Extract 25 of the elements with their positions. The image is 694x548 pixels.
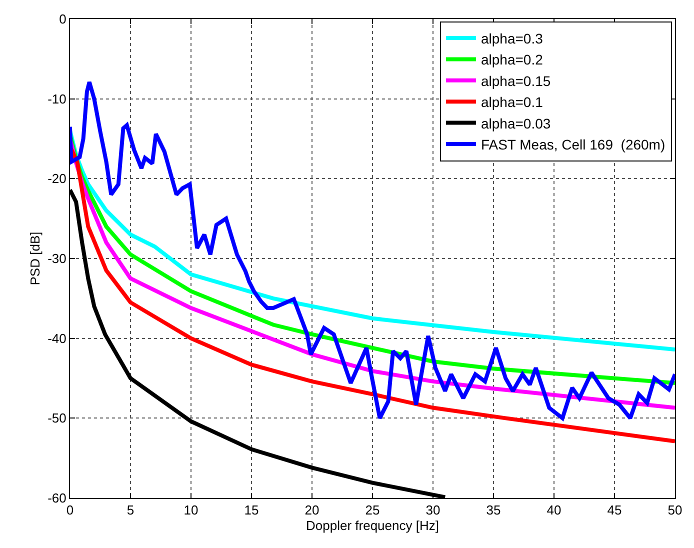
x-tick-label: 50: [668, 502, 682, 518]
y-tick-label: -10: [48, 91, 66, 106]
x-tick-label: 20: [304, 502, 320, 518]
legend-label: alpha=0.1: [480, 94, 544, 110]
legend-label: alpha=0.15: [480, 72, 551, 89]
x-tick-label: 10: [184, 502, 198, 518]
x-tick-label: 5: [126, 502, 134, 518]
x-tick-label: 40: [546, 502, 562, 518]
y-tick-label: -30: [48, 251, 66, 266]
y-tick-label: -50: [48, 410, 66, 426]
y-tick-label: -60: [48, 490, 66, 506]
x-axis-title: Doppler frequency [Hz]: [306, 518, 439, 534]
y-axis-title: PSD [dB]: [28, 232, 43, 286]
legend-label: alpha=0.3: [480, 30, 544, 46]
legend-label: alpha=0.03: [480, 115, 551, 132]
x-tick-label: 45: [607, 502, 622, 518]
y-tick-label: 0: [59, 12, 66, 27]
x-tick-label: 35: [486, 502, 501, 518]
y-tick-label: -40: [48, 330, 66, 346]
legend-label: alpha=0.2: [480, 52, 544, 68]
x-tick-label: 25: [365, 502, 380, 518]
legend-label: FAST Meas, Cell 169 (260m): [480, 136, 666, 152]
x-tick-label: 15: [244, 502, 259, 518]
x-tick-label: 30: [426, 502, 440, 518]
y-tick-label: -20: [48, 171, 66, 186]
